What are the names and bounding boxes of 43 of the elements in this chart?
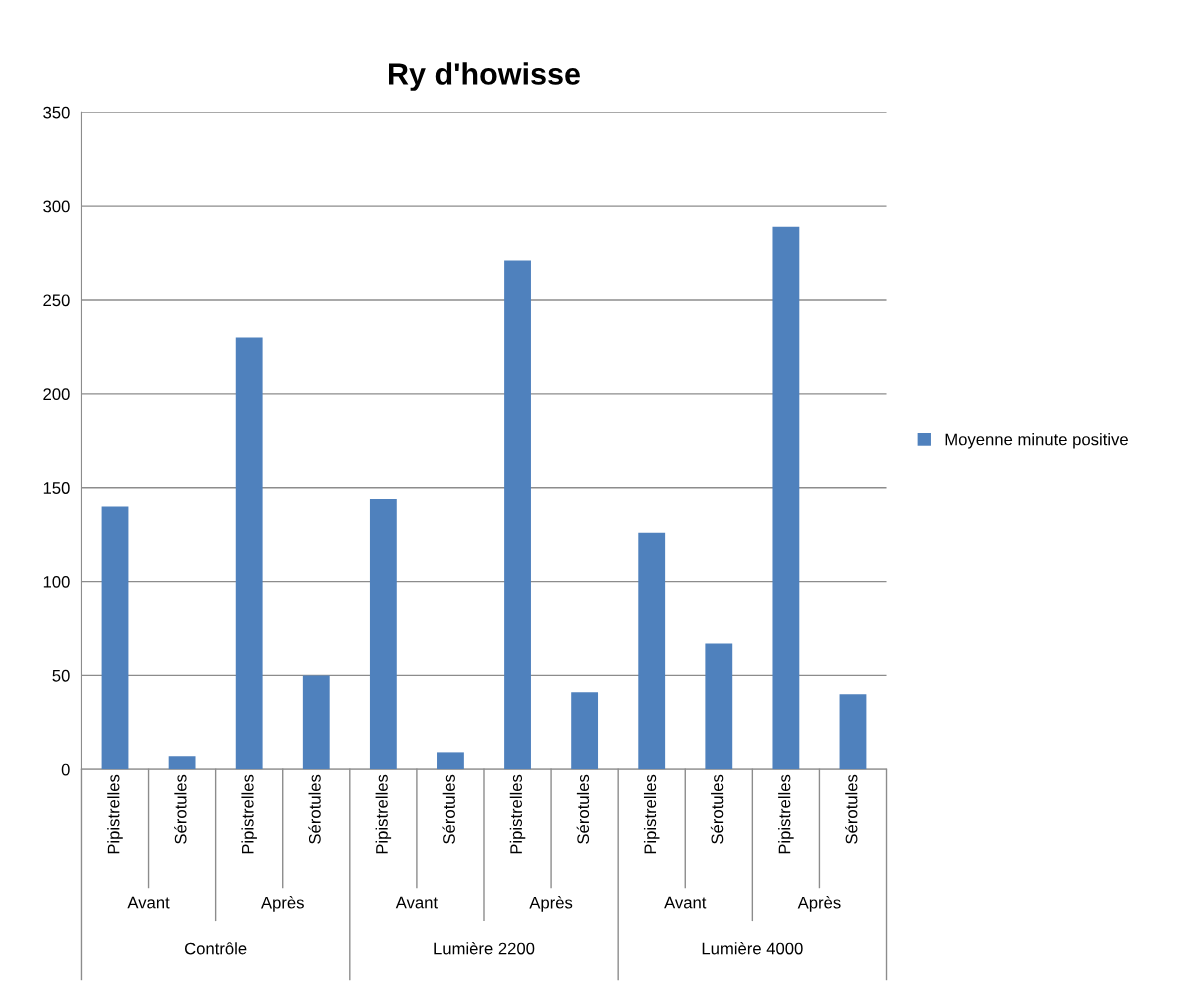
bar: [705, 643, 733, 770]
bar: [437, 752, 464, 770]
y-tick-label: 50: [52, 669, 70, 682]
bar: [235, 337, 263, 770]
x-tick-label: Sérotules: [174, 774, 187, 844]
legend-label: Moyenne minute positive: [945, 433, 1128, 449]
x-tick-label: Pipistrelles: [107, 774, 123, 854]
y-tick-label: 100: [43, 575, 70, 588]
text: Après: [260, 896, 304, 912]
y-tick-label: 200: [43, 388, 70, 401]
x-tick-label: Pipistrelles: [509, 774, 526, 854]
x-tick-label: Sérotules: [710, 774, 724, 844]
y-tick-label: 350: [43, 106, 70, 119]
text: Avant: [395, 896, 438, 909]
text: Après: [797, 896, 841, 912]
x-tick-label: Sérotules: [576, 774, 590, 844]
bar: [369, 498, 397, 770]
chart-title: Ry d'howisse: [389, 62, 580, 91]
x-tick-label: Pipistrelles: [643, 774, 660, 854]
y-tick-label: 150: [43, 482, 70, 494]
text: Lumière 4000: [702, 942, 803, 955]
text: Avant: [664, 896, 707, 909]
text: Lumière 2200: [434, 942, 535, 955]
y-tick-label: 250: [43, 294, 70, 307]
text: Contrôle: [184, 942, 247, 955]
bar: [571, 692, 599, 770]
x-tick-label: Pipistrelles: [778, 774, 794, 854]
bar: [839, 694, 867, 770]
y-tick-label: 0: [61, 763, 70, 776]
bar: [772, 226, 800, 770]
bar: [302, 675, 330, 770]
bar: [168, 756, 196, 770]
x-tick-label: Pipistrelles: [241, 774, 257, 854]
y-tick-label: 300: [43, 200, 70, 213]
bar: [504, 260, 531, 770]
x-tick-label: Sérotules: [845, 774, 858, 844]
bar: [101, 506, 129, 770]
text: Avant: [127, 896, 170, 909]
x-tick-label: Sérotules: [308, 774, 321, 844]
bar: [638, 532, 666, 770]
x-tick-label: Sérotules: [442, 774, 455, 844]
x-tick-label: Pipistrelles: [375, 774, 392, 854]
text: Après: [529, 896, 573, 912]
